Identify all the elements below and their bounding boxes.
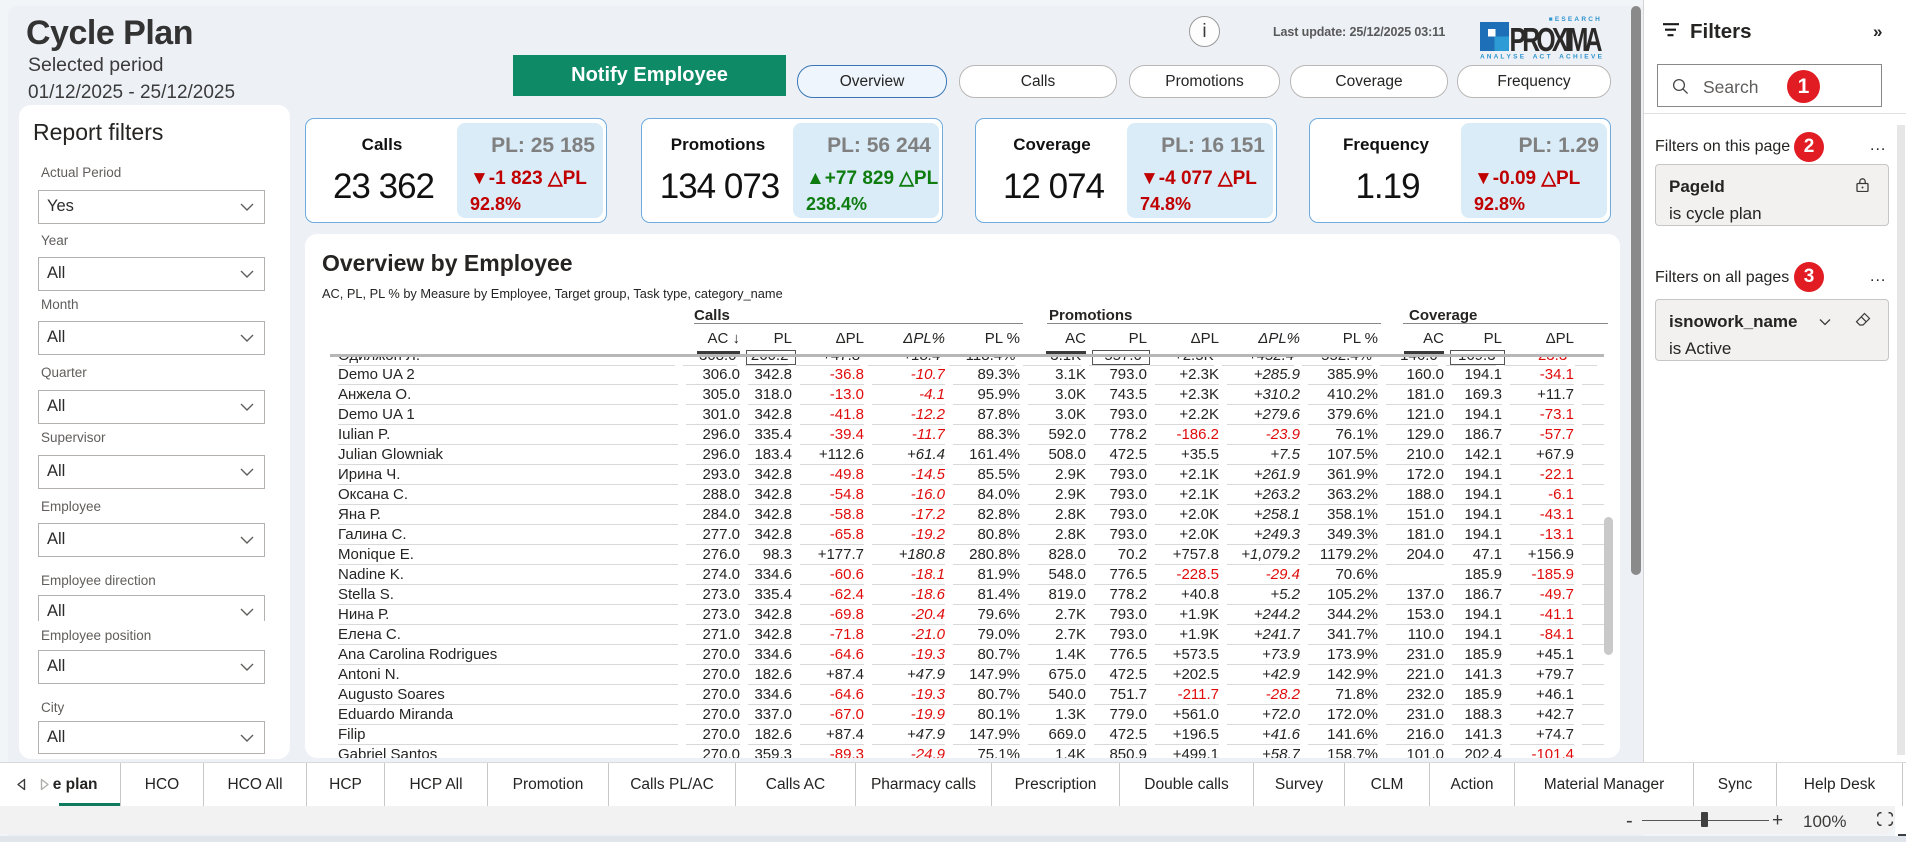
svg-text:■ESEARCH: ■ESEARCH xyxy=(1549,16,1602,23)
svg-text:A N A L Y S E A C T A C: A N A L Y S E A C T A C H I E V E xyxy=(1480,54,1602,60)
svg-text:PROXIMA: PROXIMA xyxy=(1510,23,1603,59)
